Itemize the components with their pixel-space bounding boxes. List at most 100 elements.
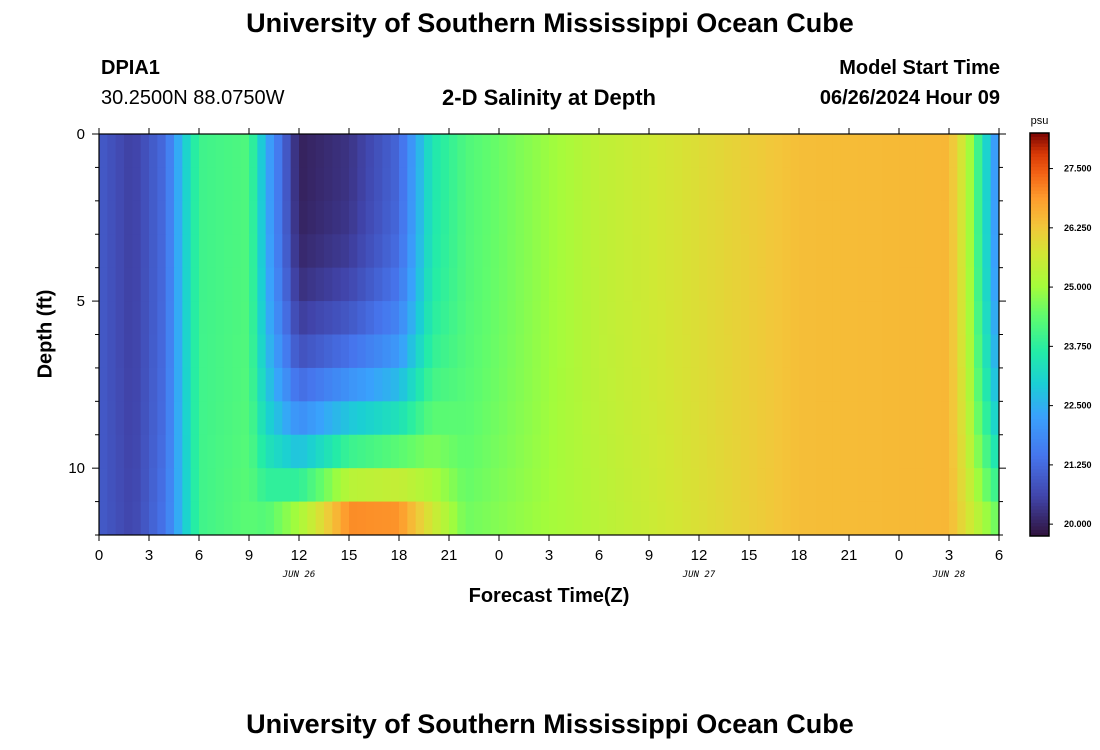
heatmap-cell [357, 200, 367, 235]
heatmap-cell [849, 367, 858, 402]
colorbar-segment [1030, 146, 1049, 151]
heatmap-cell [290, 301, 300, 336]
heatmap-cell [607, 401, 617, 436]
heatmap-cell [949, 401, 958, 436]
heatmap-cell [407, 501, 417, 535]
heatmap-cell [632, 334, 642, 369]
heatmap-cell [532, 200, 542, 235]
heatmap-cell [957, 401, 967, 436]
heatmap-cell [490, 468, 500, 503]
heatmap-cell [974, 167, 983, 202]
heatmap-cell [607, 267, 617, 302]
heatmap-cell [307, 334, 317, 369]
heatmap-cell [265, 234, 275, 269]
heatmap-cell [832, 468, 842, 503]
colorbar-segment [1030, 324, 1049, 329]
colorbar-segment [1030, 327, 1049, 332]
heatmap-cell [824, 167, 833, 202]
heatmap-cell [365, 134, 375, 169]
heatmap-cell [507, 334, 517, 369]
colorbar-segment [1030, 334, 1049, 339]
heatmap-cell [415, 434, 425, 469]
heatmap-cell [299, 501, 308, 535]
heatmap-cell [724, 167, 733, 202]
heatmap-cell [674, 267, 683, 302]
heatmap-cell [699, 301, 708, 336]
heatmap-cell [865, 501, 875, 535]
colorbar-segment [1030, 243, 1049, 248]
heatmap-cell [165, 501, 175, 535]
heatmap-cell [215, 334, 225, 369]
heatmap-cell [149, 301, 158, 336]
heatmap-cell [274, 267, 283, 302]
heatmap-cell [182, 401, 192, 436]
heatmap-cell [899, 367, 908, 402]
heatmap-cell [149, 334, 158, 369]
heatmap-cell [365, 267, 375, 302]
heatmap-cell [815, 167, 825, 202]
heatmap-cell [940, 367, 950, 402]
heatmap-cell [182, 301, 192, 336]
colorbar-segment [1030, 465, 1049, 470]
heatmap-cell [557, 434, 567, 469]
heatmap-cell [890, 134, 900, 169]
heatmap-cell [957, 301, 967, 336]
heatmap-cell [690, 134, 700, 169]
heatmap-cell [165, 167, 175, 202]
heatmap-cell [540, 301, 550, 336]
heatmap-cell [499, 468, 508, 503]
heatmap-cell [824, 468, 833, 503]
heatmap-cell [107, 468, 117, 503]
heatmap-cell [782, 234, 792, 269]
heatmap-cell [240, 367, 250, 402]
heatmap-cell [174, 267, 183, 302]
heatmap-cell [974, 234, 983, 269]
heatmap-cell [690, 234, 700, 269]
heatmap-cell [940, 401, 950, 436]
heatmap-cell [657, 134, 667, 169]
heatmap-cell [290, 367, 300, 402]
colorbar-tick-label: 22.500 [1064, 401, 1092, 411]
heatmap-cell [532, 468, 542, 503]
heatmap-cell [757, 334, 767, 369]
heatmap-cell [790, 367, 800, 402]
heatmap-cell [607, 301, 617, 336]
heatmap-cell [857, 200, 867, 235]
heatmap-cell [790, 267, 800, 302]
heatmap-cell [574, 367, 583, 402]
heatmap-cell [265, 501, 275, 535]
heatmap-cell [990, 134, 999, 169]
heatmap-cell [690, 401, 700, 436]
heatmap-cell [340, 468, 350, 503]
heatmap-cell [990, 167, 999, 202]
heatmap-cell [565, 468, 575, 503]
heatmap-cell [182, 334, 192, 369]
heatmap-cell [807, 167, 817, 202]
heatmap-cell [199, 501, 208, 535]
heatmap-cell [632, 367, 642, 402]
heatmap-cell [590, 501, 600, 535]
heatmap-cell [582, 401, 592, 436]
heatmap-cell [374, 367, 383, 402]
heatmap-cell [724, 434, 733, 469]
heatmap-cell [199, 401, 208, 436]
heatmap-cell [915, 200, 925, 235]
heatmap-cell [507, 234, 517, 269]
heatmap-cell [115, 367, 125, 402]
heatmap-cell [940, 200, 950, 235]
heatmap-cell [415, 367, 425, 402]
heatmap-cell [399, 334, 408, 369]
colorbar-segment [1030, 445, 1049, 450]
heatmap-cell [465, 234, 475, 269]
heatmap-cell [190, 134, 200, 169]
heatmap-cell [665, 234, 675, 269]
colorbar-segment [1030, 532, 1049, 537]
colorbar-segment [1030, 411, 1049, 416]
heatmap-cell [224, 301, 233, 336]
heatmap-cell [507, 200, 517, 235]
colorbar-segment [1030, 438, 1049, 443]
heatmap-cell [882, 267, 892, 302]
heatmap-cell [390, 367, 400, 402]
heatmap-cell [432, 334, 442, 369]
heatmap-cell [799, 200, 808, 235]
